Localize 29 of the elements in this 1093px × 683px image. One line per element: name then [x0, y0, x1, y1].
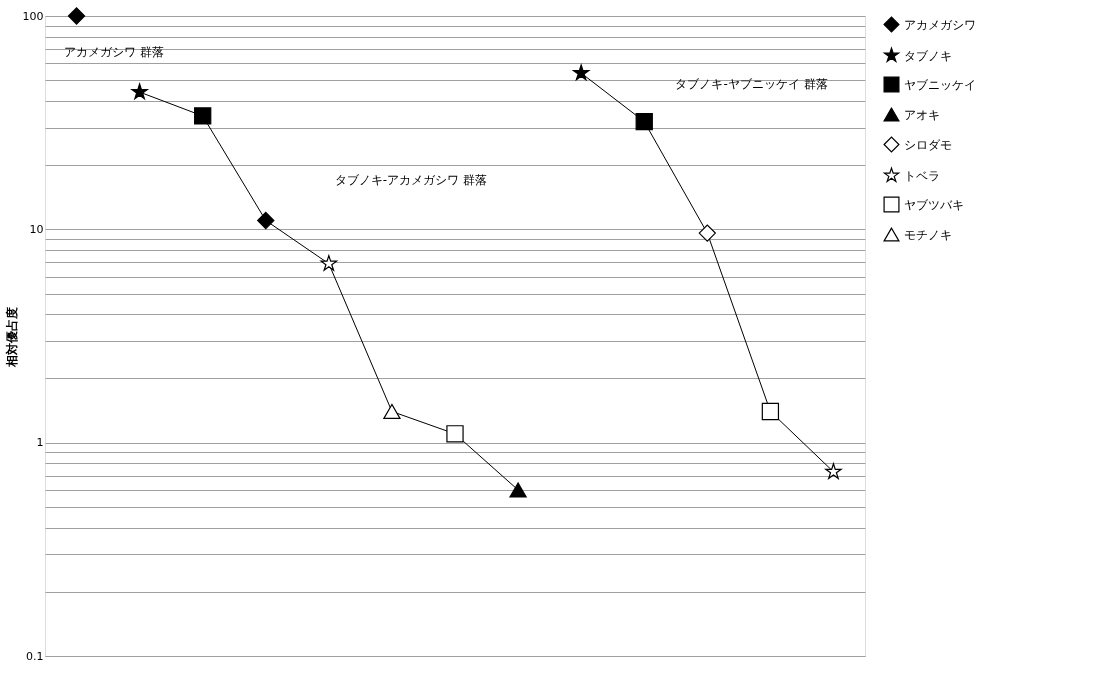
y-axis-title: 相対優占度 [4, 306, 19, 368]
legend-label: ヤブニッケイ [904, 77, 976, 92]
point [320, 255, 338, 271]
annotation: タブノキ-アカメガシワ 群落 [334, 173, 487, 188]
legend-label: タブノキ [904, 48, 952, 63]
annotation: アカメガシワ 群落 [64, 44, 165, 59]
legend-label: モチノキ [904, 227, 952, 242]
point [67, 7, 86, 25]
point [761, 402, 780, 421]
point [383, 403, 401, 420]
point [194, 107, 212, 125]
point [509, 482, 527, 498]
legend-label: ヤブツバキ [904, 197, 964, 212]
legend-label: アオキ [904, 107, 940, 122]
y-tick-label: 0.1 [26, 649, 44, 663]
point [446, 425, 464, 443]
point [572, 64, 590, 81]
point [257, 211, 275, 230]
legend-label: トベラ [904, 168, 940, 183]
y-tick-label: 100 [22, 9, 44, 23]
point [825, 463, 842, 479]
legend-label: シロダモ [904, 137, 952, 152]
annotation: タブノキ-ヤブニッケイ 群落 [675, 77, 828, 91]
legend-label: アカメガシワ [904, 17, 976, 32]
y-tick-label: 10 [29, 222, 44, 236]
point [698, 224, 716, 242]
point [635, 112, 653, 131]
point [131, 83, 148, 100]
y-tick-label: 1 [36, 436, 44, 450]
